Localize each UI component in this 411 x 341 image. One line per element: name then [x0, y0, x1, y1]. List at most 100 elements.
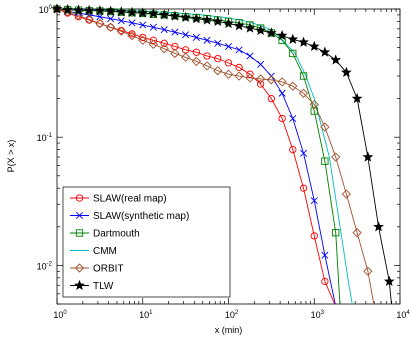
data-point — [331, 152, 341, 162]
data-point — [235, 63, 243, 72]
data-point — [277, 77, 287, 87]
data-point — [267, 94, 275, 103]
data-point — [298, 36, 309, 47]
x-tick-label: 104 — [396, 310, 410, 320]
data-point — [310, 197, 318, 205]
data-point — [192, 33, 200, 41]
legend-label: SLAW(synthetic map) — [93, 211, 189, 222]
data-point — [149, 36, 158, 44]
data-point — [288, 81, 298, 91]
legend-box — [62, 186, 231, 298]
data-point — [233, 20, 245, 31]
data-point — [235, 46, 243, 54]
data-point — [352, 228, 362, 238]
legend-label: TLW — [93, 281, 114, 292]
axis-ticks: 100 101 102 103 104 100 10-1 10-2 — [37, 5, 411, 320]
data-point — [105, 5, 116, 16]
legend-label: CMM — [93, 246, 117, 257]
data-point — [266, 75, 276, 85]
legend-label: Dartmouth — [93, 229, 140, 240]
data-point — [137, 7, 149, 18]
data-point — [383, 275, 395, 286]
y-tick-label: 10-2 — [37, 261, 53, 271]
data-point — [373, 221, 384, 232]
data-point — [321, 157, 329, 165]
data-point — [300, 149, 308, 157]
data-point — [341, 189, 352, 199]
data-point — [278, 114, 286, 123]
legend-marker — [74, 263, 85, 273]
legend-marker — [75, 194, 84, 202]
data-point — [299, 184, 308, 192]
data-point — [310, 232, 318, 240]
data-point — [332, 229, 340, 237]
data-point — [148, 39, 159, 49]
data-point — [287, 33, 299, 44]
data-point — [245, 73, 255, 83]
data-point — [73, 4, 84, 15]
data-point — [265, 27, 277, 38]
data-point — [223, 69, 234, 79]
data-point — [308, 40, 320, 52]
series-markers — [51, 3, 395, 286]
data-point — [191, 56, 202, 67]
y-tick-label: 10-1 — [37, 133, 53, 143]
data-point — [214, 54, 222, 63]
legend-label: SLAW(real map) — [93, 194, 167, 205]
data-point — [276, 29, 288, 41]
series-line — [57, 9, 353, 304]
y-axis-label: P(X > x) — [6, 140, 16, 173]
data-point — [310, 107, 318, 115]
data-point — [62, 3, 73, 15]
data-point — [107, 15, 115, 23]
data-point — [213, 66, 223, 76]
legend-label: ORBIT — [93, 264, 124, 275]
data-point — [246, 70, 254, 78]
data-point — [159, 44, 169, 54]
data-point — [51, 3, 63, 14]
data-point — [320, 122, 330, 132]
data-point — [278, 89, 286, 97]
data-point — [84, 14, 94, 25]
data-point — [106, 23, 115, 31]
data-point — [138, 35, 148, 45]
data-point — [128, 30, 136, 38]
data-point — [83, 4, 95, 15]
data-point — [203, 52, 211, 60]
data-point — [309, 99, 319, 110]
data-point — [148, 8, 159, 19]
x-axis-label: x (min) — [215, 325, 243, 335]
data-point — [244, 22, 256, 33]
x-tick-label: 100 — [53, 310, 67, 320]
x-tick-label: 102 — [225, 310, 239, 320]
data-point — [321, 277, 329, 286]
data-point — [257, 60, 265, 68]
data-point — [117, 17, 125, 25]
data-point — [289, 114, 297, 122]
data-point — [224, 42, 233, 51]
x-tick-label: 103 — [311, 310, 325, 320]
data-point — [255, 74, 266, 84]
legend: SLAW(real map) SLAW(synthetic map) Dartmou… — [62, 186, 231, 298]
data-point — [115, 6, 127, 17]
data-point — [191, 13, 202, 24]
data-point — [201, 14, 213, 25]
data-point — [214, 39, 222, 47]
data-point — [256, 80, 265, 88]
data-point — [182, 31, 190, 39]
data-point — [62, 7, 73, 17]
data-point — [203, 36, 211, 44]
data-point — [160, 39, 168, 47]
data-point — [95, 18, 105, 29]
data-point — [139, 33, 147, 42]
data-point — [255, 24, 267, 36]
y-tick-label: 100 — [39, 5, 53, 15]
data-point — [202, 61, 212, 71]
data-point — [362, 151, 374, 162]
data-point — [116, 26, 126, 36]
legend-marker — [75, 211, 84, 220]
data-point — [192, 48, 201, 56]
x-tick-label: 101 — [139, 310, 153, 320]
legend-marker — [75, 229, 84, 237]
